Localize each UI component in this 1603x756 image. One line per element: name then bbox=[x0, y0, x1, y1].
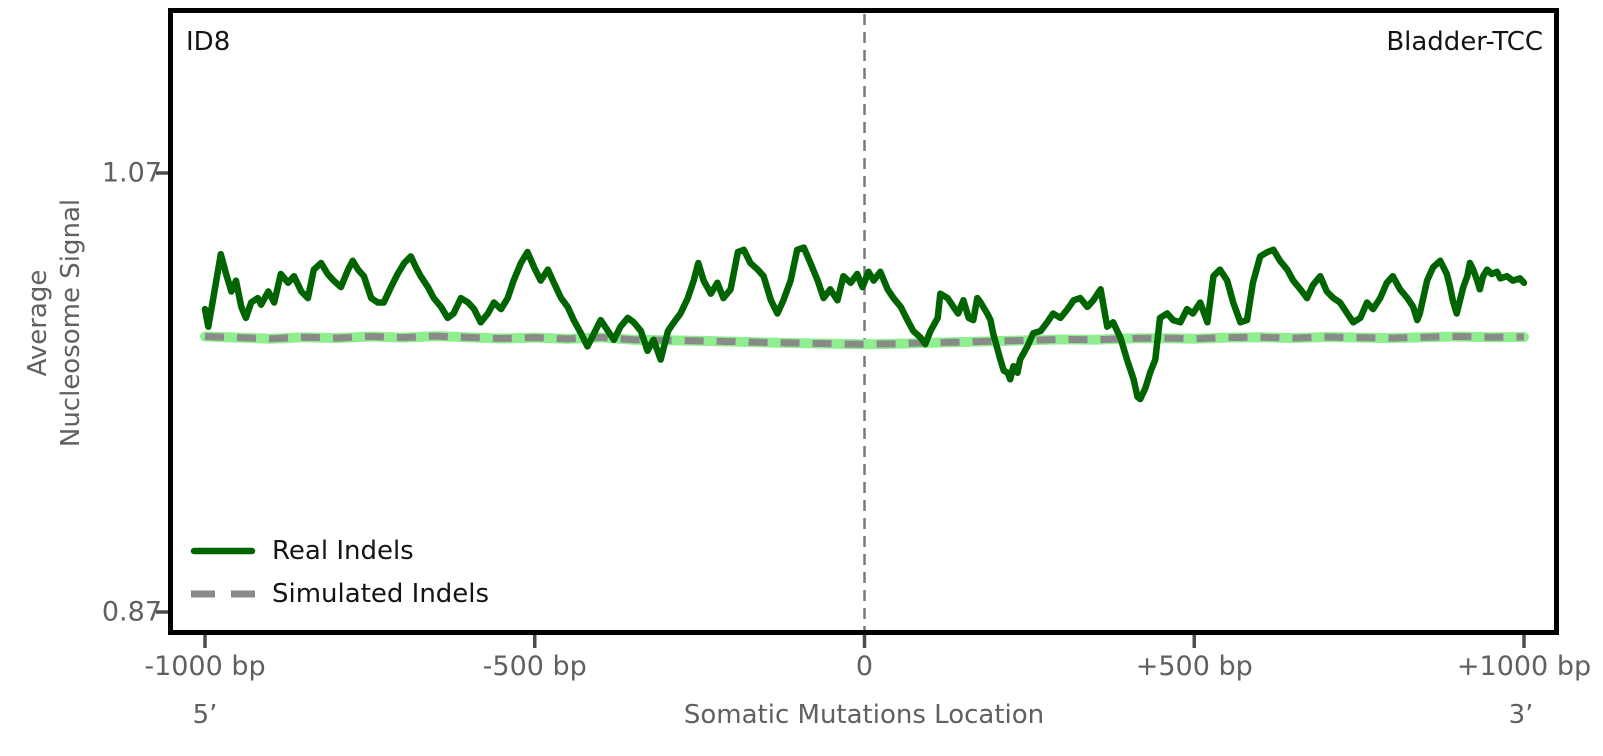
real-indels-line bbox=[201, 244, 1528, 403]
legend-label-simulated-indels: Simulated Indels bbox=[272, 579, 490, 609]
simulated-indels-legend-marker bbox=[191, 590, 255, 598]
simulated-indels-line bbox=[204, 332, 1525, 348]
three-prime-label: 3’ bbox=[1508, 700, 1534, 730]
x-tick-label: -500 bp bbox=[482, 651, 587, 682]
y-axis-label: Average Nucleosome Signal bbox=[22, 199, 88, 447]
x-tick-label: -1000 bp bbox=[144, 651, 266, 682]
x-tick-label: +500 bp bbox=[1135, 651, 1253, 682]
legend-item-real-indels: Real Indels bbox=[190, 536, 489, 566]
y-tick-marks bbox=[156, 171, 169, 614]
y-tick-label: 0.87 bbox=[101, 596, 162, 628]
x-tick-marks bbox=[203, 634, 1526, 648]
legend: Real Indels Simulated Indels bbox=[190, 536, 489, 622]
panel-title-right: Bladder-TCC bbox=[1386, 27, 1543, 57]
real-indels-legend-marker bbox=[190, 547, 256, 555]
panel-title-left: ID8 bbox=[186, 27, 231, 57]
x-axis-label: Somatic Mutations Location bbox=[683, 700, 1045, 730]
y-tick-label: 1.07 bbox=[101, 157, 162, 189]
plot-border bbox=[168, 8, 1559, 635]
legend-item-simulated-indels: Simulated Indels bbox=[190, 579, 489, 609]
y-axis-label-line2: Nucleosome Signal bbox=[56, 198, 86, 448]
x-tick-label: 0 bbox=[855, 651, 874, 682]
x-tick-label: +1000 bp bbox=[1456, 651, 1592, 682]
y-axis-label-line1: Average bbox=[23, 269, 53, 377]
five-prime-label: 5’ bbox=[192, 700, 218, 730]
legend-label-real-indels: Real Indels bbox=[272, 536, 414, 566]
